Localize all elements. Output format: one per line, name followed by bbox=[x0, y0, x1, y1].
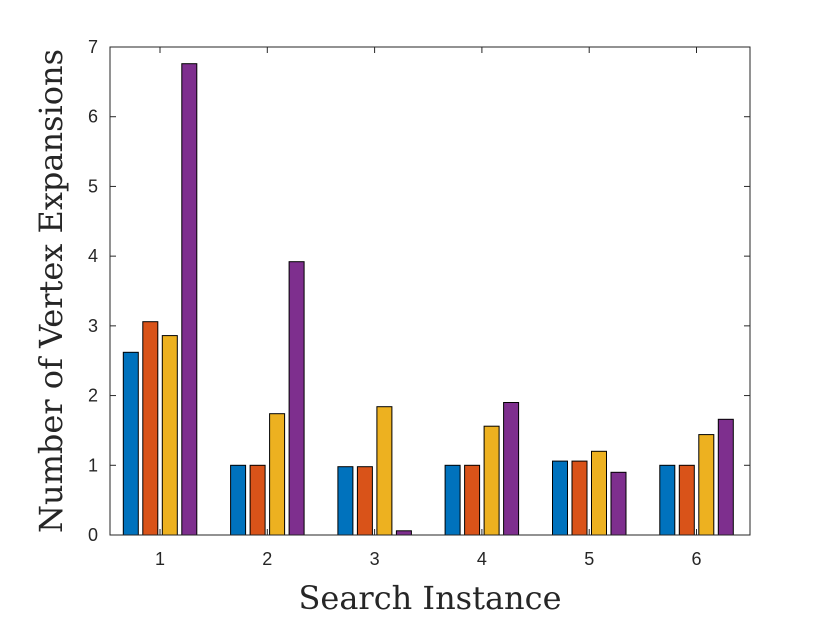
y-tick-label: 4 bbox=[88, 246, 98, 266]
bar-series-2-instance-2 bbox=[249, 464, 266, 536]
y-tick-label: 1 bbox=[88, 455, 98, 475]
y-tick-label: 6 bbox=[88, 107, 98, 127]
y-tick-label: 5 bbox=[88, 176, 98, 196]
plot-box bbox=[109, 46, 751, 536]
bar-series-1-instance-3 bbox=[337, 466, 354, 536]
bar-series-1-instance-6 bbox=[659, 464, 676, 536]
y-axis-title: Number of Vertex Expansions bbox=[32, 49, 70, 533]
bar-series-2-instance-1 bbox=[142, 321, 159, 536]
bar-series-3-instance-6 bbox=[698, 434, 715, 536]
bar-series-4-instance-6 bbox=[717, 418, 734, 536]
bar-series-2-instance-6 bbox=[678, 464, 695, 536]
x-tick-label: 4 bbox=[477, 549, 487, 569]
x-axis-title: Search Instance bbox=[298, 579, 561, 617]
x-tick-label: 6 bbox=[691, 549, 701, 569]
x-axis-ticks: 1 2 3 4 5 6 bbox=[155, 47, 702, 569]
y-axis-ticks: 0 1 2 3 4 5 6 7 bbox=[88, 37, 750, 545]
x-tick-label: 1 bbox=[155, 549, 165, 569]
bar-series-4-instance-2 bbox=[288, 261, 305, 536]
bar-series-3-instance-4 bbox=[483, 425, 500, 536]
bar-series-3-instance-2 bbox=[269, 413, 286, 536]
bar-series-1-instance-5 bbox=[552, 460, 568, 536]
bar-series-2-instance-4 bbox=[464, 464, 481, 536]
x-tick-label: 3 bbox=[370, 549, 380, 569]
bar-series-4-instance-1 bbox=[181, 63, 198, 536]
bars-layer bbox=[122, 63, 734, 536]
bar-series-2-instance-5 bbox=[571, 460, 588, 536]
bar-series-4-instance-3 bbox=[395, 530, 412, 536]
bar-series-3-instance-1 bbox=[161, 335, 178, 536]
axes-layer bbox=[109, 46, 751, 536]
x-tick-label: 5 bbox=[584, 549, 594, 569]
y-tick-label: 7 bbox=[88, 37, 98, 57]
bar-series-3-instance-3 bbox=[376, 406, 393, 536]
y-tick-label: 2 bbox=[88, 386, 98, 406]
bar-series-1-instance-4 bbox=[444, 464, 461, 536]
bar-series-4-instance-5 bbox=[610, 471, 627, 536]
x-tick-label: 2 bbox=[262, 549, 272, 569]
bar-series-3-instance-5 bbox=[591, 450, 607, 536]
bar-series-4-instance-4 bbox=[503, 402, 520, 536]
y-tick-label: 0 bbox=[88, 525, 98, 545]
bar-series-1-instance-2 bbox=[230, 464, 247, 536]
bar-series-2-instance-3 bbox=[356, 466, 373, 536]
y-tick-label: 3 bbox=[88, 316, 98, 336]
bar-series-1-instance-1 bbox=[122, 351, 139, 536]
